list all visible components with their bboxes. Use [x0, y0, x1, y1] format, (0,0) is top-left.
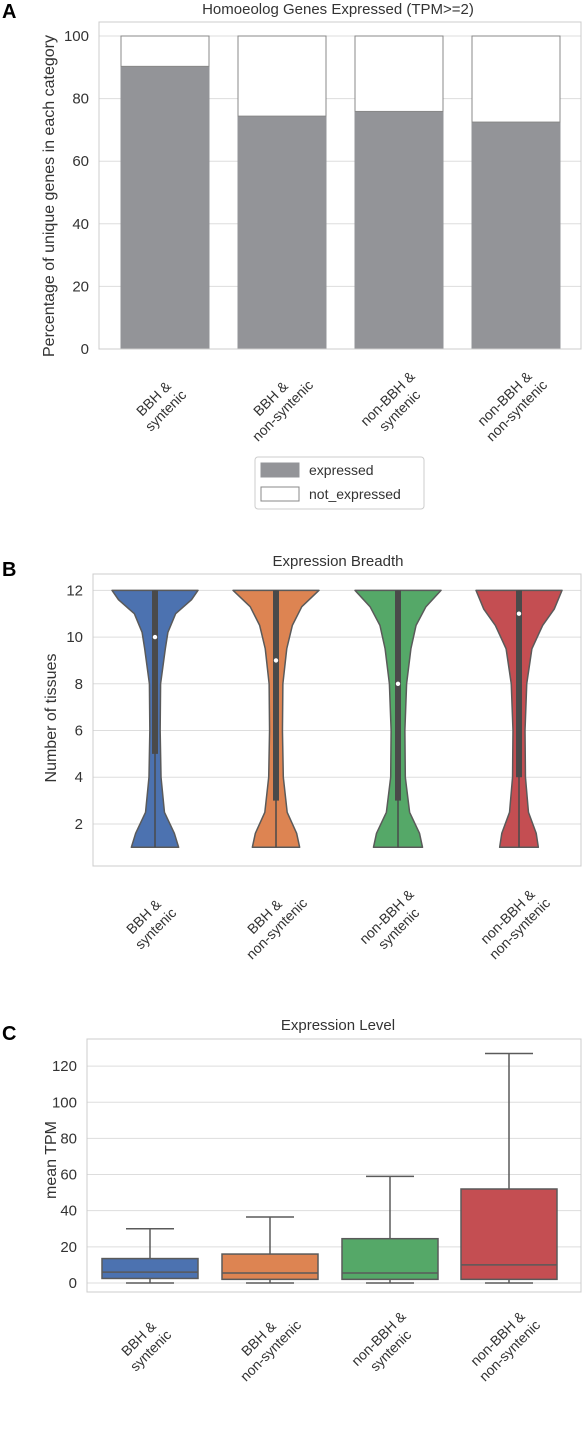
panel-b-expression-breadth-violin: B Expression Breadth Number of tissues 2…	[2, 553, 582, 962]
panel-c-x-tick-label: non-BBH &syntenic	[348, 1308, 421, 1381]
panel-b-frame	[92, 573, 582, 867]
bar-not-expressed	[471, 35, 561, 123]
box-iqr	[221, 1253, 319, 1281]
panel-c-title: Expression Level	[281, 1017, 395, 1034]
box-iqr	[101, 1257, 199, 1280]
panel-c-y-tick-label: 60	[60, 1167, 77, 1184]
panel-c-expression-level-box: C Expression Level mean TPM 0 20 40 60 80 100…	[2, 1017, 582, 1384]
panel-b-y-tick-label: 2	[75, 816, 83, 833]
panel-a-y-tick-label: 0	[81, 341, 89, 358]
panel-a-x-tick-label: non-BBH &syntenic	[357, 368, 430, 441]
panel-a-y-tick-label: 60	[72, 153, 89, 170]
panel-b-x-tick-label: BBH &syntenic	[120, 893, 180, 953]
panel-a-x-tick-label: BBH &syntenic	[130, 375, 190, 435]
panel-b-letter: B	[2, 559, 16, 581]
panel-b-x-tick-label: non-BBH &non-syntenic	[474, 883, 553, 962]
panel-c-y-tick-label: 20	[60, 1239, 77, 1256]
panel-c-x-tick-label: non-BBH &non-syntenic	[464, 1305, 543, 1384]
panel-a-y-tick-label: 80	[72, 91, 89, 108]
panel-c-x-tick-label: BBH &non-syntenic	[225, 1305, 304, 1384]
panel-b-y-tick-label: 12	[66, 582, 83, 599]
panel-c-y-tick-label: 120	[52, 1058, 77, 1075]
bar-expressed	[471, 121, 561, 350]
panel-a-letter: A	[2, 1, 16, 23]
panel-b-title: Expression Breadth	[273, 553, 404, 570]
bar-not-expressed	[120, 35, 210, 67]
panel-a-expressed-bar-chart: A Homoeolog Genes Expressed (TPM>=2) Per…	[2, 1, 582, 510]
violin-iqr	[516, 590, 522, 778]
violin-median	[516, 611, 522, 616]
violin-iqr	[273, 590, 279, 801]
bar-expressed	[354, 110, 444, 350]
legend-label-not-expressed: not_expressed	[309, 486, 401, 502]
panel-c-y-tick-label: 40	[60, 1203, 77, 1220]
bar-expressed	[120, 65, 210, 350]
panel-c-letter: C	[2, 1023, 16, 1045]
panel-a-title: Homoeolog Genes Expressed (TPM>=2)	[202, 1, 474, 18]
violin-median	[152, 634, 158, 640]
panel-c-y-tick-label: 100	[52, 1094, 77, 1111]
panel-c-x-tick-label: BBH &syntenic	[115, 1315, 175, 1375]
violin-iqr	[395, 590, 401, 801]
panel-a-x-tick-label: BBH &non-syntenic	[237, 365, 316, 444]
panel-c-frame	[86, 1038, 582, 1293]
panel-a-legend: expressed not_expressed	[254, 456, 425, 510]
panel-b-x-tick-label: non-BBH &syntenic	[356, 886, 429, 959]
violin-median	[395, 681, 401, 686]
panel-c-y-tick-label: 0	[69, 1275, 77, 1292]
panel-a-y-axis-label: Percentage of unique genes in each categ…	[41, 35, 58, 357]
bar-not-expressed	[237, 35, 327, 117]
panel-b-y-tick-label: 4	[75, 769, 83, 786]
violin-iqr	[152, 590, 158, 754]
panel-c-y-tick-label: 80	[60, 1130, 77, 1147]
legend-swatch-expressed	[260, 462, 300, 478]
panel-b-y-tick-label: 8	[75, 676, 83, 693]
panel-b-x-tick-label: BBH &non-syntenic	[231, 883, 310, 962]
panel-b-y-tick-label: 6	[75, 723, 83, 740]
box-iqr	[460, 1188, 558, 1281]
panel-a-x-tick-label: non-BBH &non-syntenic	[471, 365, 550, 444]
panel-a-y-tick-label: 20	[72, 278, 89, 295]
bar-expressed	[237, 115, 327, 350]
violin-median	[273, 658, 279, 663]
panel-b-y-tick-label: 10	[66, 629, 83, 646]
panel-c-y-axis-label: mean TPM	[43, 1121, 60, 1199]
panel-a-y-tick-label: 100	[64, 28, 89, 45]
panel-a-frame	[98, 21, 582, 350]
panel-a-y-tick-label: 40	[72, 216, 89, 233]
legend-label-expressed: expressed	[309, 462, 374, 478]
panel-b-y-axis-label: Number of tissues	[43, 654, 60, 783]
bar-not-expressed	[354, 35, 444, 112]
legend-swatch-not-expressed	[260, 486, 300, 502]
